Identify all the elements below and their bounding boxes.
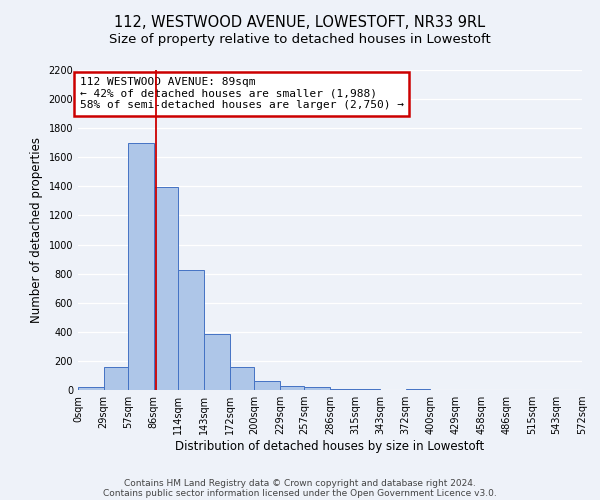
- Text: 112, WESTWOOD AVENUE, LOWESTOFT, NR33 9RL: 112, WESTWOOD AVENUE, LOWESTOFT, NR33 9R…: [115, 15, 485, 30]
- Bar: [254, 380, 280, 390]
- Bar: [104, 368, 128, 390]
- Bar: [78, 387, 104, 390]
- Text: Contains HM Land Registry data © Crown copyright and database right 2024.: Contains HM Land Registry data © Crown c…: [124, 478, 476, 488]
- Bar: [178, 270, 204, 390]
- Y-axis label: Number of detached properties: Number of detached properties: [30, 137, 43, 323]
- Text: Contains public sector information licensed under the Open Government Licence v3: Contains public sector information licen…: [103, 488, 497, 498]
- Bar: [154, 187, 178, 390]
- Bar: [230, 366, 254, 390]
- Bar: [204, 334, 230, 390]
- Text: 112 WESTWOOD AVENUE: 89sqm
← 42% of detached houses are smaller (1,988)
58% of s: 112 WESTWOOD AVENUE: 89sqm ← 42% of deta…: [80, 78, 404, 110]
- Bar: [304, 387, 330, 390]
- Bar: [280, 386, 304, 390]
- Bar: [128, 142, 154, 390]
- X-axis label: Distribution of detached houses by size in Lowestoft: Distribution of detached houses by size …: [175, 440, 485, 453]
- Text: Size of property relative to detached houses in Lowestoft: Size of property relative to detached ho…: [109, 32, 491, 46]
